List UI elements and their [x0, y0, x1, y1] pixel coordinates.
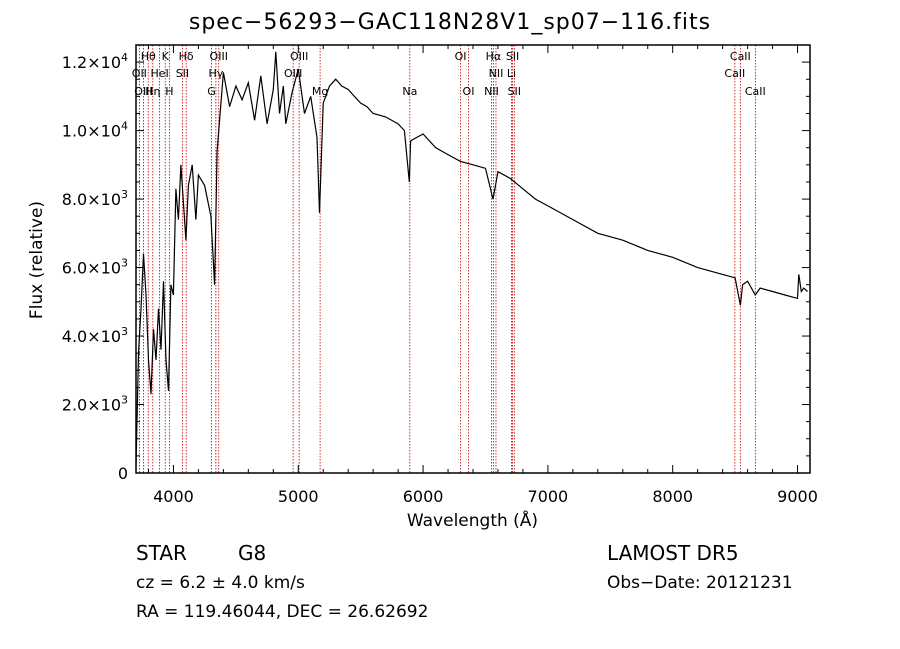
y-tick-label: 1.0×104	[62, 120, 128, 141]
line-marker-label: Mg	[312, 85, 328, 98]
coordinates-text: RA = 119.46044, DEC = 26.62692	[136, 602, 429, 622]
survey-label: LAMOST DR5	[607, 541, 739, 565]
spectrum-series	[135, 51, 808, 467]
x-tick-label: 5000	[278, 487, 319, 506]
line-marker-label: CaII	[745, 85, 766, 98]
line-marker-label: G	[207, 85, 216, 98]
line-marker-label: CaII	[724, 67, 745, 80]
y-tick-label: 1.2×104	[62, 51, 128, 72]
line-marker-label: Hθ	[141, 50, 156, 63]
x-axis: 4000 5000 6000 7000 8000 9000	[147, 45, 818, 506]
y-axis: 0 2.0×103 4.0×103 6.0×103 8.0×103 1.0×104 1.2×…	[62, 44, 810, 483]
line-markers	[138, 45, 756, 473]
line-marker-label: SII	[508, 85, 521, 98]
line-marker-label: Li	[507, 67, 516, 80]
line-marker-label: K	[162, 50, 170, 63]
object-subclass: G8	[238, 541, 267, 565]
redshift-text: cz = 6.2 ± 4.0 km/s	[136, 573, 305, 593]
line-marker-labels: Hθ K Hδ OIII OIII OI Hα SII CaII OII HeI SII Hγ OIII N…	[132, 50, 766, 98]
y-tick-label: 4.0×103	[62, 325, 128, 346]
observation-date: Obs−Date: 20121231	[607, 573, 793, 593]
y-tick-label: 6.0×103	[62, 257, 128, 278]
line-marker-label: NII	[484, 85, 499, 98]
y-tick-label: 2.0×103	[62, 394, 128, 415]
line-marker-label: HeI	[150, 67, 168, 80]
x-tick-label: 8000	[652, 487, 693, 506]
line-marker-label: OIII	[290, 50, 308, 63]
x-tick-label: 9000	[777, 487, 818, 506]
line-marker-label: SII	[176, 67, 189, 80]
y-tick-label: 8.0×103	[62, 188, 128, 209]
y-axis-label: Flux (relative)	[27, 200, 47, 320]
line-marker-label: NII	[489, 67, 504, 80]
line-marker-label: Hα	[486, 50, 502, 63]
object-class: STAR	[136, 541, 187, 565]
x-tick-label: 6000	[403, 487, 444, 506]
line-marker-label: Na	[402, 85, 417, 98]
line-marker-label: OII	[132, 67, 147, 80]
chart-title: spec−56293−GAC118N28V1_sp07−116.fits	[188, 10, 712, 35]
line-marker-label: OI	[463, 85, 475, 98]
line-marker-label: Hη	[145, 85, 160, 98]
line-marker-label: Hδ	[179, 50, 194, 63]
line-marker-label: SII	[506, 50, 519, 63]
x-axis-label: Wavelength (Å)	[406, 511, 539, 531]
line-marker-label: H	[165, 85, 173, 98]
plot-frame	[135, 44, 811, 474]
line-marker-label: CaII	[730, 50, 751, 63]
line-marker-label: OIII	[210, 50, 228, 63]
x-tick-label: 7000	[528, 487, 569, 506]
line-marker-label: OIII	[134, 85, 152, 98]
y-tick-label: 0	[118, 464, 128, 483]
line-marker-label: OI	[455, 50, 467, 63]
line-marker-label: Hγ	[208, 67, 223, 80]
x-tick-label: 4000	[153, 487, 194, 506]
